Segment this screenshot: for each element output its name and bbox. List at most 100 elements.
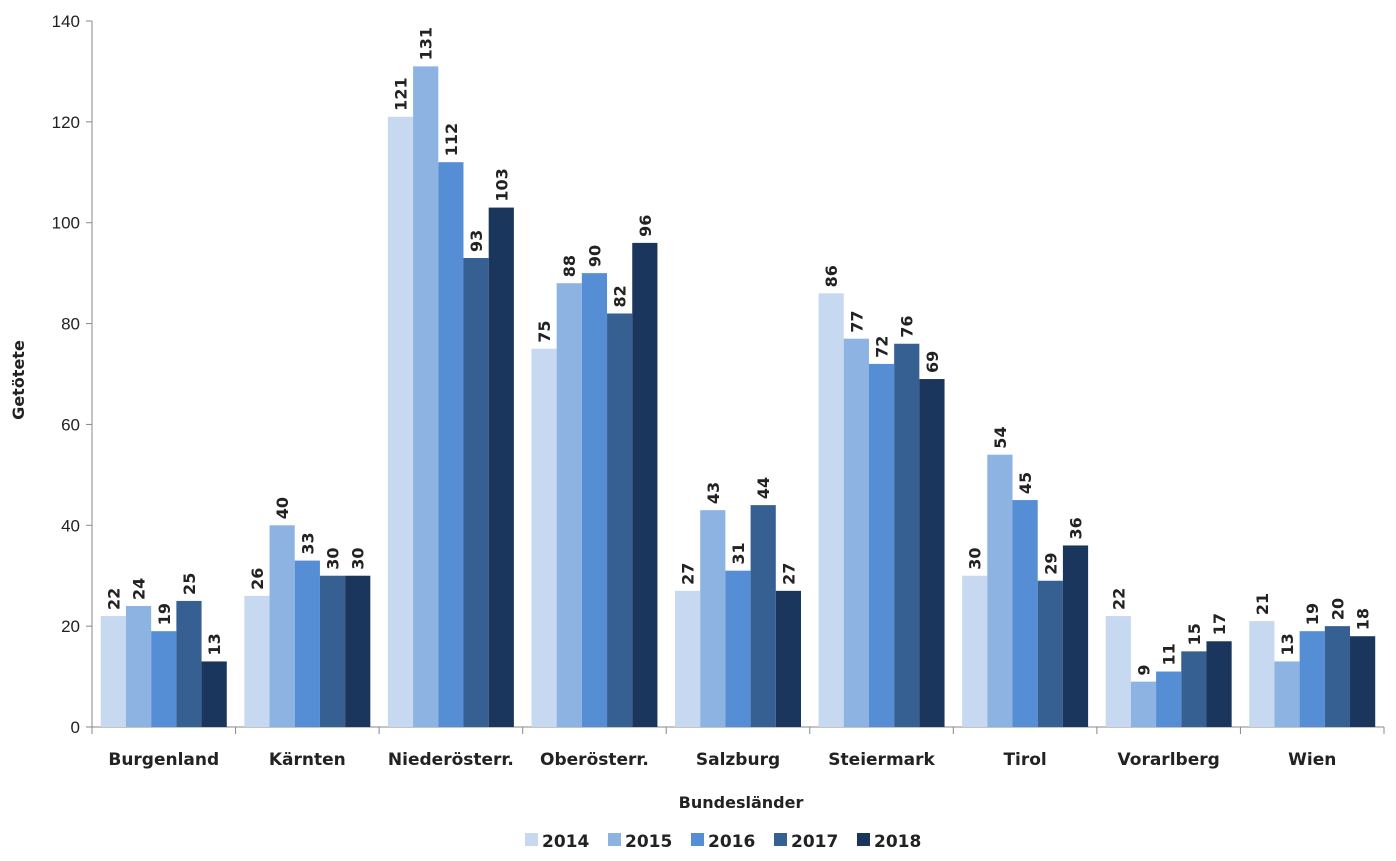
data-label: 43: [704, 482, 723, 504]
data-label: 54: [991, 426, 1010, 448]
data-label: 131: [417, 27, 436, 60]
data-label: 27: [679, 563, 698, 585]
data-label: 112: [442, 123, 461, 156]
bar: [387, 116, 414, 728]
legend: 2014 2015 2016 2017 2018: [525, 832, 921, 852]
data-label: 86: [822, 265, 841, 287]
bar: [962, 575, 988, 727]
bar: [1324, 626, 1351, 727]
data-label: 93: [467, 230, 486, 252]
data-label: 103: [492, 168, 511, 201]
legend-swatch: [608, 833, 621, 846]
bar: [1105, 616, 1131, 727]
data-label: 33: [298, 532, 317, 554]
bar: [868, 363, 895, 727]
bar: [345, 575, 371, 727]
y-tick-label: 0: [71, 718, 80, 737]
bar: [1156, 671, 1182, 727]
bar: [1012, 500, 1038, 727]
data-label: 24: [130, 578, 149, 600]
bar: [632, 242, 658, 727]
data-label: 22: [1109, 588, 1128, 610]
data-label: 18: [1354, 608, 1373, 630]
bar: [919, 379, 945, 727]
y-tick-label: 20: [61, 617, 80, 636]
bar: [987, 454, 1013, 727]
bar: [894, 343, 920, 727]
y-tick-label: 40: [61, 516, 80, 535]
data-label: 75: [535, 321, 554, 343]
legend-label: 2017: [791, 832, 838, 852]
data-label: 45: [1016, 472, 1035, 494]
data-label: 90: [585, 245, 604, 267]
data-label: 26: [248, 568, 267, 590]
x-tick-label: Oberösterr.: [540, 750, 649, 770]
bar: [488, 207, 514, 728]
data-label: 44: [754, 477, 773, 499]
bar: [675, 590, 701, 727]
y-tick-label: 140: [52, 12, 80, 31]
bar: [607, 313, 633, 727]
legend-swatch: [774, 833, 787, 846]
data-label: 11: [1160, 643, 1179, 665]
data-label: 30: [966, 547, 985, 569]
bar: [700, 510, 726, 727]
data-label: 22: [104, 588, 123, 610]
legend-label: 2016: [708, 832, 755, 852]
data-label: 88: [560, 255, 579, 277]
bar: [413, 66, 439, 727]
bar: [581, 273, 608, 727]
bar: [463, 258, 489, 727]
bar: [725, 570, 751, 727]
data-label: 21: [1253, 593, 1272, 615]
data-label: 76: [898, 315, 917, 337]
bar: [1299, 631, 1325, 727]
y-axis: 0 20 40 60 80 100 120 140: [52, 12, 93, 737]
data-label: 69: [923, 351, 942, 373]
bar: [176, 600, 202, 727]
data-label: 36: [1067, 517, 1086, 539]
bar: [1350, 636, 1376, 727]
data-label: 13: [1278, 633, 1297, 655]
y-tick-label: 80: [61, 315, 80, 334]
legend-swatch: [857, 833, 870, 846]
bar-series-group: [100, 66, 1376, 728]
bar: [125, 605, 152, 727]
bar: [151, 631, 177, 727]
legend-label: 2018: [874, 832, 921, 852]
bar: [818, 293, 844, 727]
x-axis: Burgenland Kärnten Niederösterr. Oberösterr…: [91, 726, 1385, 770]
bar: [1181, 651, 1207, 727]
data-label: 27: [779, 563, 798, 585]
bar: [319, 575, 346, 727]
bar: [438, 162, 464, 727]
data-label: 77: [847, 310, 866, 332]
data-label: 40: [273, 497, 292, 519]
y-tick-label: 100: [52, 214, 80, 233]
data-label: 19: [155, 603, 174, 625]
data-label: 121: [391, 77, 410, 110]
bar: [100, 616, 126, 727]
legend-swatch: [525, 833, 538, 846]
x-tick-label: Vorarlberg: [1118, 750, 1220, 770]
data-label: 29: [1041, 552, 1060, 574]
data-label: 30: [324, 547, 343, 569]
bar: [1037, 580, 1063, 727]
x-axis-title: Bundesländer: [679, 793, 804, 812]
legend-swatch: [691, 833, 704, 846]
bar: [843, 338, 869, 727]
x-tick-label: Niederösterr.: [388, 750, 514, 770]
legend-label: 2015: [625, 832, 672, 852]
bar: [750, 505, 776, 727]
data-label: 30: [349, 547, 368, 569]
bar: [556, 283, 582, 727]
bar: [1130, 681, 1157, 727]
data-label: 20: [1328, 598, 1347, 620]
bar: [294, 560, 320, 727]
data-label: 19: [1303, 603, 1322, 625]
legend-label: 2014: [542, 832, 589, 852]
data-label: 17: [1210, 613, 1229, 635]
bar: [269, 525, 295, 727]
bar: [1206, 641, 1232, 727]
